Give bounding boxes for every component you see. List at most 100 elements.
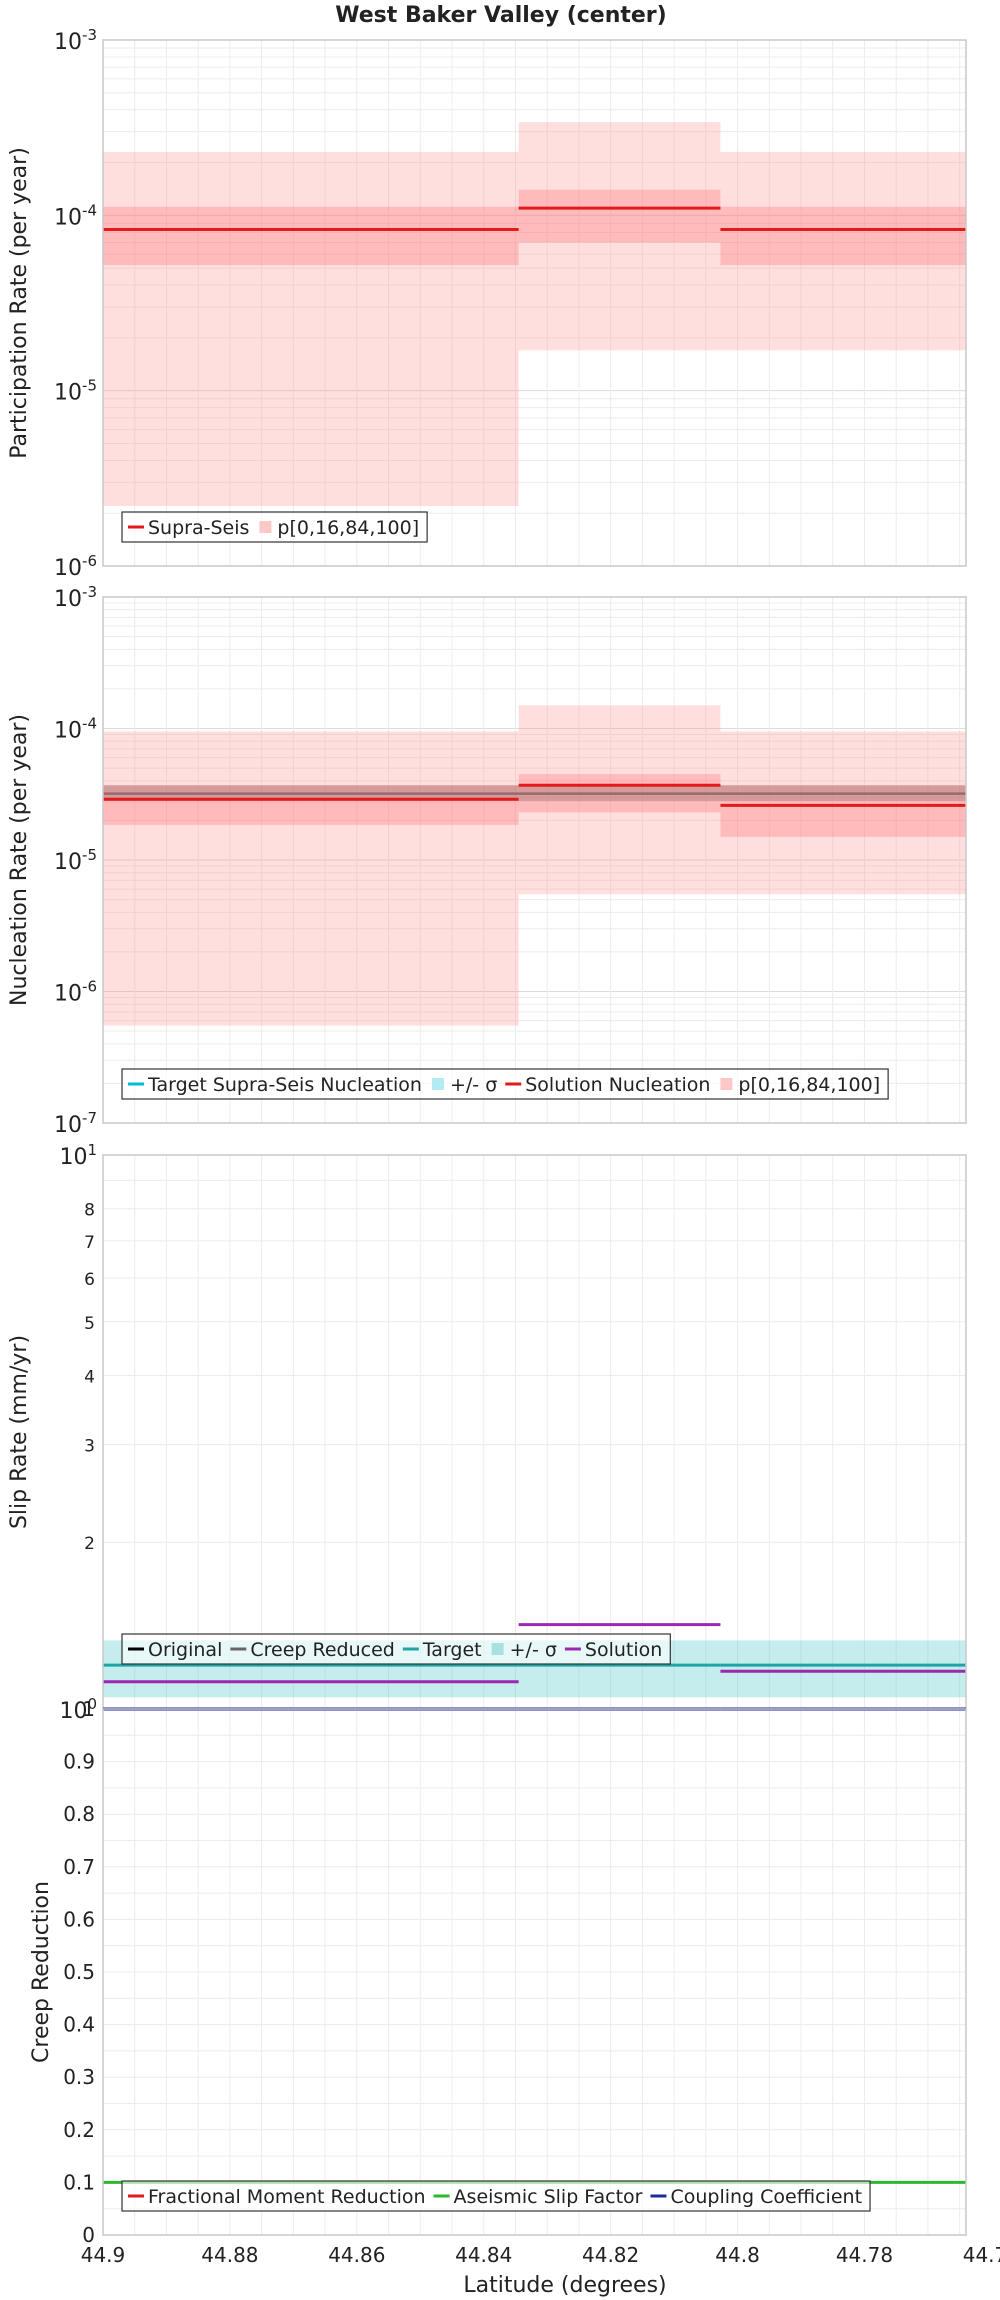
- plot-frame: [102, 1708, 967, 2236]
- y-tick-label: 3: [84, 1437, 95, 1457]
- y-tick-label: 0.2: [63, 2118, 95, 2142]
- percentile-band-inner: [720, 206, 966, 266]
- legend-box: [121, 2180, 871, 2212]
- percentile-band-outer: [518, 705, 721, 895]
- slip-sigma-band: [720, 1640, 966, 1698]
- percentile-band-outer: [720, 731, 966, 895]
- gridlines: [102, 1708, 966, 2236]
- legend-box: [121, 511, 428, 543]
- x-axis-label: Latitude (degrees): [463, 2273, 666, 2298]
- x-ticks: 44.9 44.88 44.86 44.84 44.82 44.8 44.78 44.76: [81, 2243, 1000, 2267]
- legend-items: Target Supra-Seis Nucleation +/- σ Solutio…: [128, 1074, 880, 1096]
- y-tick-label: 101: [59, 1141, 97, 1170]
- y-axis-label: Creep Reduction: [29, 1881, 54, 2063]
- panel-participation: 10-6 10-5 10-4 10-3 Participation Rate (per …: [7, 26, 967, 581]
- legend-item: Aseismic Slip Factor: [433, 2186, 643, 2208]
- x-tick-label: 44.9: [81, 2243, 126, 2267]
- legend-items: Fractional Moment Reduction Aseismic Slip…: [128, 2186, 862, 2208]
- legend-swatch: [720, 1078, 733, 1090]
- panel-slip: 100 101 2 3 4 5 6 7 8 Slip Rate (mm/yr) Original Cr…: [7, 1141, 967, 1724]
- legend: Original Creep Reduced Target +/- σ Solution: [121, 1633, 671, 1665]
- y-tick-label: 0.8: [63, 1802, 95, 1826]
- legend-label: +/- σ: [450, 1074, 497, 1096]
- legend-item: p[0,16,84,100]: [720, 1074, 880, 1096]
- y-tick-label: 7: [84, 1233, 95, 1253]
- x-tick-label: 44.88: [201, 2243, 258, 2267]
- gridlines: [102, 1155, 966, 1710]
- y-tick-label: 1: [82, 1697, 95, 1721]
- y-tick-label: 0.5: [63, 1960, 95, 1984]
- legend-items: Supra-Seis p[0,16,84,100]: [128, 517, 419, 539]
- percentile-band-outer: [103, 731, 519, 1026]
- x-tick-label: 44.8: [715, 2243, 760, 2267]
- percentile-band-outer: [720, 151, 966, 351]
- y-tick-label: 10-5: [54, 377, 97, 406]
- legend-swatch: [431, 1078, 444, 1090]
- legend-item: Original: [128, 1639, 222, 1661]
- legend-label: Supra-Seis: [148, 517, 249, 539]
- legend-label: Fractional Moment Reduction: [148, 2186, 426, 2208]
- y-axis-label: Participation Rate (per year): [7, 147, 32, 459]
- y-tick-label: 2: [84, 1534, 95, 1554]
- x-tick-label: 44.84: [455, 2243, 512, 2267]
- legend-label: p[0,16,84,100]: [277, 517, 419, 539]
- panel-creep: 0 0.1 0.2 0.3 0.4 0.5 0.6 0.7 0.8 0.9 1 Creep Reduc…: [29, 1697, 1000, 2267]
- x-tick-label: 44.76: [963, 2243, 1000, 2267]
- legend-item: Solution Nucleation: [505, 1074, 710, 1096]
- y-tick-label: 10-3: [54, 26, 97, 55]
- legend-label: Solution: [585, 1639, 662, 1661]
- y-tick-label: 0.7: [63, 1855, 95, 1879]
- percentile-band-outer: [103, 151, 519, 506]
- legend: Target Supra-Seis Nucleation +/- σ Solutio…: [121, 1068, 889, 1100]
- legend-label: Target: [422, 1639, 482, 1661]
- legend-item: Target: [402, 1639, 482, 1661]
- plot-frame: [102, 39, 967, 567]
- legend-item: +/- σ: [431, 1074, 497, 1096]
- y-tick-label: 0.3: [63, 2065, 95, 2089]
- legend-label: Target Supra-Seis Nucleation: [147, 1074, 422, 1096]
- y-ticks: 10-7 10-6 10-5 10-4 10-3: [54, 583, 97, 1138]
- y-tick-label: 10-5: [54, 846, 97, 875]
- y-tick-label: 10-6: [54, 552, 97, 581]
- y-tick-label: 0: [82, 2223, 95, 2247]
- legend-item: Creep Reduced: [230, 1639, 395, 1661]
- legend-item: Supra-Seis: [128, 517, 249, 539]
- x-tick-label: 44.78: [836, 2243, 893, 2267]
- gridlines: [102, 40, 966, 567]
- legend-item: Target Supra-Seis Nucleation: [128, 1074, 422, 1096]
- legend-label: +/- σ: [510, 1639, 557, 1661]
- chart-title: West Baker Valley (center): [335, 3, 666, 28]
- y-tick-label: 0.9: [63, 1750, 95, 1774]
- y-tick-label: 10-4: [54, 201, 97, 230]
- legend-box: [121, 1068, 889, 1100]
- y-ticks: 10-6 10-5 10-4 10-3: [54, 26, 97, 581]
- x-tick-label: 44.86: [328, 2243, 385, 2267]
- legend-item: p[0,16,84,100]: [259, 517, 419, 539]
- y-tick-label: 6: [84, 1270, 95, 1290]
- legend-swatch: [491, 1643, 504, 1655]
- gridlines: [102, 597, 966, 1124]
- legend-label: p[0,16,84,100]: [738, 1074, 880, 1096]
- legend-swatch: [259, 521, 272, 533]
- y-axis-label: Nucleation Rate (per year): [7, 714, 32, 1006]
- y-tick-label: 4: [84, 1367, 95, 1387]
- y-tick-label: 10-4: [54, 715, 97, 744]
- legend-label: Creep Reduced: [250, 1639, 394, 1661]
- legend-item: Fractional Moment Reduction: [128, 2186, 426, 2208]
- y-tick-label: 0.1: [63, 2170, 95, 2194]
- y-tick-label: 100: [59, 1695, 97, 1724]
- legend-items: Original Creep Reduced Target +/- σ Solution: [128, 1639, 662, 1661]
- percentile-band-inner: [518, 189, 721, 243]
- percentile-band-inner: [103, 785, 519, 825]
- y-tick-label: 0.4: [63, 2013, 95, 2037]
- percentile-band-inner: [103, 206, 519, 266]
- legend-label: Original: [148, 1639, 222, 1661]
- legend-item: Coupling Coefficient: [650, 2186, 862, 2208]
- y-tick-label: 10-3: [54, 583, 97, 612]
- panels: 10-6 10-5 10-4 10-3 Participation Rate (per …: [7, 26, 1000, 2267]
- legend-item: +/- σ: [491, 1639, 557, 1661]
- x-tick-label: 44.82: [582, 2243, 639, 2267]
- y-tick-label: 10-7: [54, 1109, 97, 1138]
- legend-label: Coupling Coefficient: [670, 2186, 862, 2208]
